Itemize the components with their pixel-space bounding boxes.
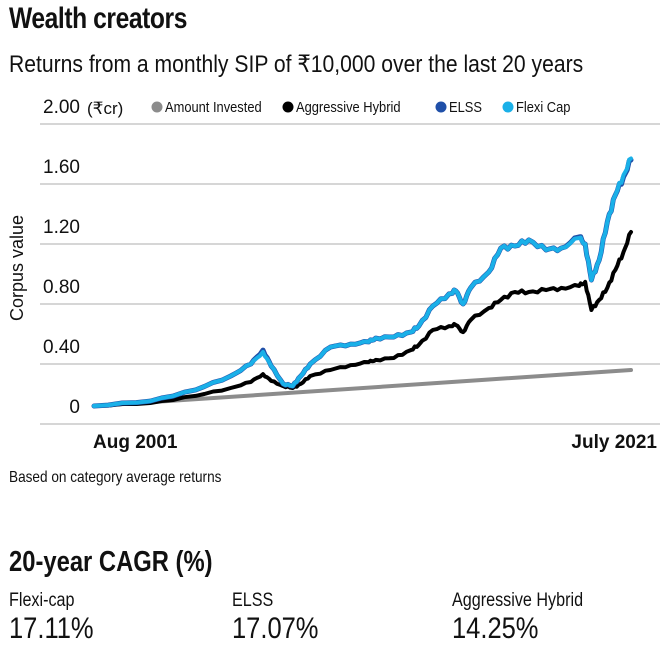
series-line-flexi-cap	[92, 156, 633, 408]
y-tick-label: 1.60	[43, 157, 80, 178]
x-tick-label: July 2021	[571, 432, 657, 453]
chart-title: Wealth creators	[9, 2, 187, 35]
legend-marker	[502, 101, 514, 113]
cagr-label: Aggressive Hybrid	[452, 590, 584, 611]
legend-marker	[151, 101, 163, 113]
chart-subtitle: Returns from a monthly SIP of ₹10,000 ov…	[9, 51, 584, 78]
cagr-item-flexi-cap: Flexi-cap 17.11%	[9, 590, 109, 646]
series-lines	[91, 156, 634, 409]
footnote: Based on category average returns	[9, 469, 222, 486]
y-unit-label: (₹cr)	[87, 99, 123, 118]
cagr-title: 20-year CAGR (%)	[9, 546, 213, 578]
series-line-aggressive-hybrid	[92, 230, 633, 408]
cagr-value: 14.25%	[452, 612, 539, 645]
cagr-item-elss: ELSS 17.07%	[232, 590, 334, 646]
cagr-label: Flexi-cap	[9, 590, 75, 611]
series-line-elss	[91, 157, 634, 409]
y-tick-label: 0.80	[43, 277, 80, 298]
legend-item: ELSS	[435, 98, 482, 115]
y-tick-label: 1.20	[43, 217, 80, 238]
series-line-amount-invested	[92, 368, 633, 408]
y-tick-label: 2.00	[43, 97, 80, 118]
legend-item: Amount Invested	[151, 98, 262, 115]
y-axis-title: Corpus value	[7, 215, 27, 321]
line-chart: 0 0.40 0.80 1.20 1.60 2.00 (₹cr) Corpus value…	[7, 97, 660, 453]
legend-item: Flexi Cap	[502, 98, 571, 115]
legend-item: Aggressive Hybrid	[282, 98, 401, 115]
y-tick-label: 0	[69, 397, 80, 418]
gridlines	[40, 123, 660, 425]
legend-label: Amount Invested	[165, 98, 262, 115]
legend: Amount Invested Aggressive Hybrid ELSS Flex…	[151, 98, 571, 115]
x-tick-label: Aug 2001	[93, 432, 178, 453]
y-tick-labels: 0 0.40 0.80 1.20 1.60 2.00	[43, 97, 80, 418]
x-tick-labels: Aug 2001 July 2021	[93, 432, 657, 453]
cagr-label: ELSS	[232, 590, 274, 611]
legend-marker	[282, 101, 294, 113]
cagr-item-aggressive-hybrid: Aggressive Hybrid 14.25%	[452, 590, 606, 646]
legend-label: Flexi Cap	[516, 98, 571, 115]
cagr-value: 17.07%	[232, 612, 319, 645]
legend-label: ELSS	[449, 98, 482, 115]
cagr-value: 17.11%	[9, 612, 94, 645]
legend-marker	[435, 101, 447, 113]
y-tick-label: 0.40	[43, 337, 80, 358]
legend-label: Aggressive Hybrid	[296, 98, 401, 115]
